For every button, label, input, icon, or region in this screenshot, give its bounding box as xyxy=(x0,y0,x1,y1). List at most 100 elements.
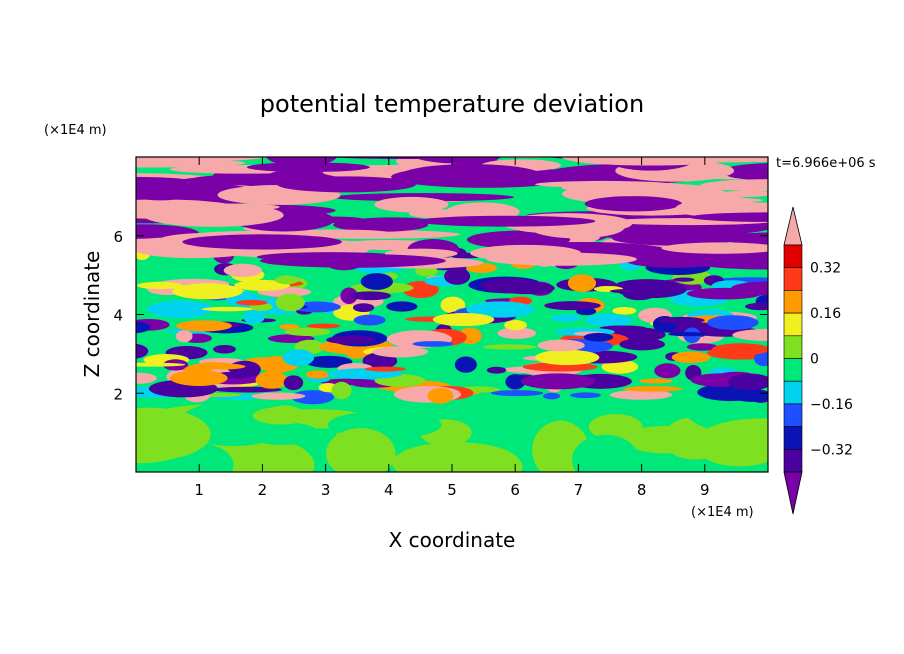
field-blob-mid xyxy=(567,274,597,292)
field-blob-high xyxy=(413,157,503,164)
field-blob-mid xyxy=(520,373,596,390)
field-blob-mid xyxy=(657,316,705,324)
x-tick-label: 9 xyxy=(700,481,710,499)
contour-field xyxy=(136,157,768,472)
field-blob-low xyxy=(623,425,708,454)
field-blob-high xyxy=(700,179,768,192)
field-blob-high xyxy=(726,232,768,246)
field-blob-mid xyxy=(372,346,428,358)
field-blob-mid xyxy=(236,299,268,306)
x-tick-label: 3 xyxy=(321,481,331,499)
field-blob-mid xyxy=(654,363,681,379)
colorbar-label: 0 xyxy=(810,352,819,368)
field-blob-high xyxy=(136,179,197,201)
field-blob-mid xyxy=(570,392,601,399)
field-blob-low xyxy=(698,418,768,461)
field-blob-mid xyxy=(136,362,186,367)
field-blob-mid xyxy=(331,381,352,400)
field-blob-mid xyxy=(667,332,708,337)
field-blob-low xyxy=(414,446,483,472)
x-tick-label: 4 xyxy=(384,481,394,499)
colorbar-swatch xyxy=(783,244,803,269)
x-axis-ticks: 1 2 3 4 5 6 7 8 9 xyxy=(194,157,710,499)
x-tick-label: 2 xyxy=(258,481,268,499)
field-blob-mid xyxy=(213,386,282,393)
field-blob-mid xyxy=(673,277,695,282)
colorbar-extend-max xyxy=(783,206,803,246)
field-blob-high xyxy=(332,193,514,202)
field-blob-mid xyxy=(200,363,246,370)
x-tick-label: 6 xyxy=(510,481,520,499)
colorbar-label: 0.32 xyxy=(810,261,841,277)
field-blob-mid xyxy=(599,325,647,331)
field-blob-high xyxy=(611,230,738,246)
field-blob-mid xyxy=(623,386,683,392)
colorbar-extend-min xyxy=(783,471,803,515)
field-blob-mid xyxy=(731,390,768,402)
field-blob-mid xyxy=(686,287,762,300)
field-blob-high xyxy=(299,216,365,223)
colorbar-swatch xyxy=(783,426,803,450)
field-blob-mid xyxy=(544,301,601,311)
field-blob-high xyxy=(374,196,449,213)
field-blob-mid xyxy=(405,390,424,401)
field-blob-mid xyxy=(305,370,331,379)
field-blob-high xyxy=(136,176,191,185)
x-tick-label: 7 xyxy=(574,481,584,499)
field-blob-mid xyxy=(255,371,288,389)
colorbar-swatch xyxy=(783,312,803,337)
field-blob-high xyxy=(260,253,446,268)
colorbar-swatch xyxy=(783,267,803,291)
field-blob-mid xyxy=(584,314,633,327)
field-blob-mid xyxy=(320,378,378,386)
field-blob-high xyxy=(470,244,582,262)
field-blob-high xyxy=(661,242,768,254)
field-blob-mid xyxy=(432,312,495,327)
field-blob-mid xyxy=(444,267,471,285)
field-blob-mid xyxy=(326,335,377,345)
colorbar-swatch xyxy=(783,335,803,359)
field-blob-high xyxy=(675,201,733,217)
field-blob-mid xyxy=(364,366,406,372)
field-blob-mid xyxy=(619,338,666,351)
field-blob-mid xyxy=(291,390,335,405)
field-blob-mid xyxy=(284,327,331,336)
field-blob-mid xyxy=(550,314,581,322)
field-blob-low xyxy=(136,407,211,461)
field-blob-mid xyxy=(243,310,265,324)
field-blob-mid xyxy=(170,370,228,386)
field-blob-mid xyxy=(412,341,454,347)
colorbar xyxy=(783,206,803,515)
field-blob-mid xyxy=(633,283,652,297)
field-blob-mid xyxy=(402,281,439,299)
colorbar-swatch xyxy=(783,380,803,405)
colorbar-swatch xyxy=(783,290,803,314)
field-blob-mid xyxy=(305,355,353,368)
y-tick-label: 4 xyxy=(113,307,123,325)
field-blob-mid xyxy=(744,302,768,311)
colorbar-label: 0.16 xyxy=(810,306,841,322)
colorbar-swatch xyxy=(783,358,803,382)
field-blob-low xyxy=(325,428,396,472)
field-blob-mid xyxy=(454,356,477,373)
field-blob-mid xyxy=(213,344,236,354)
field-blob-mid xyxy=(497,327,537,339)
field-blob-high xyxy=(564,157,737,166)
field-blob-mid xyxy=(223,263,263,278)
field-blob-mid xyxy=(609,289,642,294)
field-blob-mid xyxy=(466,301,535,318)
colorbar-label: −0.32 xyxy=(810,442,853,458)
field-blob-high xyxy=(279,229,390,236)
field-blob-mid xyxy=(490,390,544,397)
field-bands xyxy=(136,157,768,472)
field-blob-high xyxy=(417,215,596,227)
field-blob-mid xyxy=(136,281,183,290)
field-blob-mid xyxy=(537,339,585,352)
field-blob-high xyxy=(181,176,258,185)
field-blob-mid xyxy=(732,328,768,342)
field-blob-high xyxy=(142,203,284,227)
field-blob-mid xyxy=(609,389,673,400)
field-blob-mid xyxy=(306,323,341,329)
field-blob-high xyxy=(277,176,417,193)
field-blob-mid xyxy=(386,301,418,312)
